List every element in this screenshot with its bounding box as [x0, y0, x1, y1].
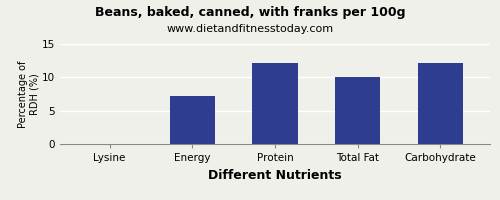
Text: www.dietandfitnesstoday.com: www.dietandfitnesstoday.com	[166, 24, 334, 34]
Y-axis label: Percentage of
RDH (%): Percentage of RDH (%)	[18, 60, 39, 128]
X-axis label: Different Nutrients: Different Nutrients	[208, 169, 342, 182]
Text: Beans, baked, canned, with franks per 100g: Beans, baked, canned, with franks per 10…	[95, 6, 405, 19]
Bar	[335, 77, 380, 144]
Bar	[252, 63, 298, 144]
Bar	[170, 96, 215, 144]
Bar	[418, 63, 463, 144]
